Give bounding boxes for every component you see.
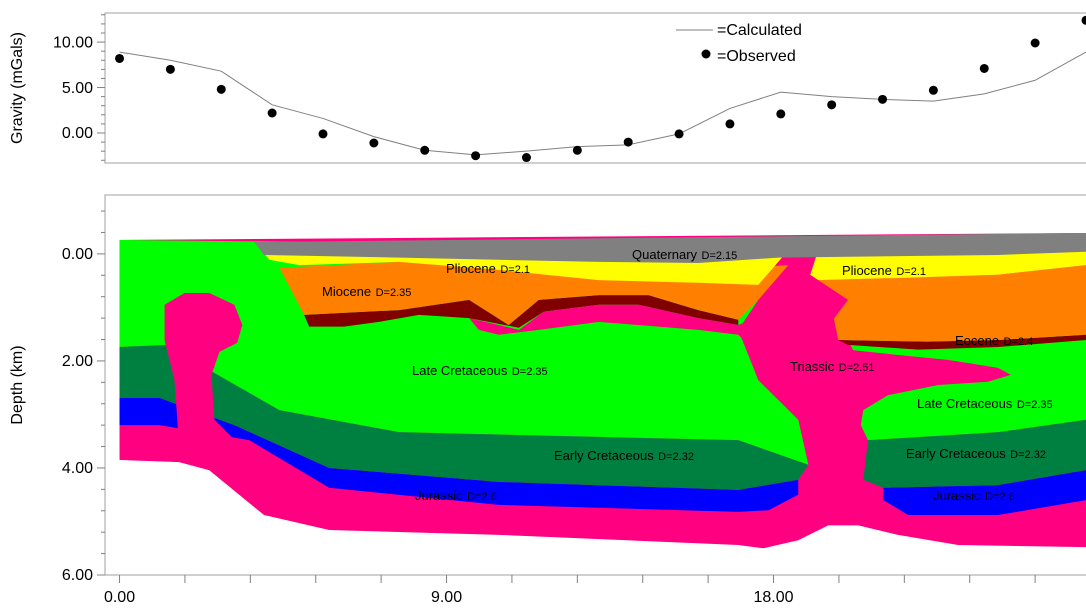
layer-name: Eocene	[955, 333, 999, 348]
observed-point	[471, 151, 481, 161]
observed-point	[674, 129, 684, 139]
layer-density: D=2.1	[500, 264, 530, 276]
layer-name: Early Cretaceous	[554, 448, 654, 463]
layer-body	[883, 470, 1086, 516]
layer-name: Pliocene	[446, 261, 496, 276]
y-tick-label: 10.00	[53, 34, 93, 51]
observed-point	[521, 153, 531, 163]
layer-name: Early Cretaceous	[906, 446, 1006, 461]
layer-label: Jurassic D=2.6	[933, 488, 1015, 505]
y-axis-title: Depth (km)	[9, 345, 26, 424]
layer-body	[838, 334, 1086, 350]
layer-density: D=2.32	[1010, 449, 1046, 461]
x-tick-label: 0.00	[104, 589, 135, 606]
observed-point	[623, 137, 633, 147]
observed-point	[827, 100, 837, 110]
legend-label: =Calculated	[717, 22, 802, 39]
layer-label: Triassic D=2.51	[790, 359, 875, 376]
legend-label: =Observed	[717, 48, 796, 65]
y-axis-title: Gravity (mGals)	[9, 32, 26, 144]
y-tick-label: 2.00	[62, 353, 93, 370]
plot-frame	[104, 12, 1086, 164]
y-tick-label: 0.00	[62, 246, 93, 263]
layer-body	[863, 419, 1086, 488]
legend-dot	[701, 49, 711, 59]
layer-name: Pliocene	[842, 263, 892, 278]
observed-point	[725, 119, 735, 129]
layer-density: D=2.6	[985, 491, 1015, 503]
observed-point	[369, 138, 379, 148]
plot-frame	[104, 194, 1086, 576]
layer-name: Triassic	[790, 359, 835, 374]
layer-name: Jurassic	[415, 488, 463, 503]
observed-point	[216, 84, 226, 94]
layer-name: Late Cretaceous	[917, 396, 1013, 411]
observed-point	[572, 145, 582, 155]
observed-point	[1030, 38, 1040, 48]
y-tick-label: 0.00	[62, 125, 93, 142]
x-tick-label: 9.00	[431, 589, 462, 606]
observed-point	[928, 85, 938, 95]
layer-body	[164, 292, 270, 516]
layer-name: Quaternary	[632, 247, 698, 262]
layer-label: Pliocene D=2.1	[446, 261, 530, 278]
layer-label: Late Cretaceous D=2.35	[412, 363, 548, 380]
layer-body	[304, 295, 739, 328]
layer-body	[254, 233, 1086, 263]
observed-point	[267, 108, 277, 118]
y-tick-label: 5.00	[62, 80, 93, 97]
y-tick-label: 6.00	[62, 567, 93, 584]
observed-point	[878, 94, 888, 104]
calculated-line	[119, 51, 1086, 156]
layer-body	[818, 265, 1086, 342]
layer-density: D=2.32	[658, 451, 694, 463]
y-tick-label: 4.00	[62, 460, 93, 477]
layer-name: Miocene	[322, 284, 371, 299]
layer-label: Pliocene D=2.1	[842, 263, 926, 280]
observed-point	[979, 63, 989, 73]
layer-body	[119, 344, 809, 490]
layer-label: Early Cretaceous D=2.32	[554, 448, 694, 465]
observed-point	[420, 145, 430, 155]
observed-point	[776, 109, 786, 119]
layer-density: D=2.51	[839, 362, 875, 374]
layer-label: Quaternary D=2.15	[632, 247, 737, 264]
layer-label: Late Cretaceous D=2.35	[917, 396, 1053, 413]
layer-label: Miocene D=2.35	[322, 284, 411, 301]
layer-density: D=2.35	[376, 287, 412, 299]
layer-density: D=2.15	[702, 250, 738, 262]
layer-body	[469, 297, 1011, 535]
layer-density: D=2.4	[1004, 336, 1034, 348]
layer-density: D=2.6	[467, 491, 497, 503]
layer-label: Early Cretaceous D=2.32	[906, 446, 1046, 463]
x-tick-label: 18.00	[754, 589, 794, 606]
observed-point	[165, 64, 175, 74]
layer-density: D=2.1	[896, 266, 926, 278]
layer-label: Eocene D=2.4	[955, 333, 1033, 350]
layer-name: Late Cretaceous	[412, 363, 508, 378]
observed-point	[318, 129, 328, 139]
observed-point	[1081, 15, 1086, 25]
layer-density: D=2.35	[512, 366, 548, 378]
layer-label: Jurassic D=2.6	[415, 488, 497, 505]
observed-point	[115, 53, 125, 63]
layer-density: D=2.35	[1017, 399, 1053, 411]
layer-name: Jurassic	[933, 488, 981, 503]
